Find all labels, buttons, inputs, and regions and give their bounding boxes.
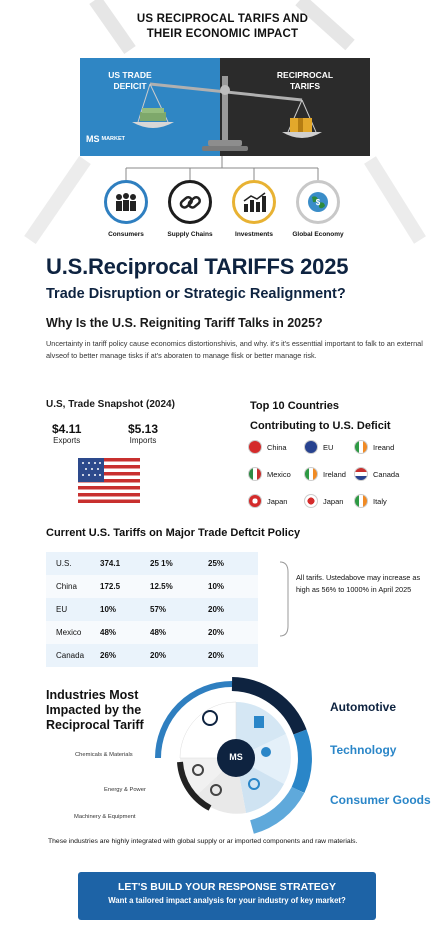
exports-stat: $4.11 Exports [52,422,81,445]
exports-label: Exports [53,436,81,445]
bolt-icon [210,784,222,796]
industries-wheel [155,677,312,834]
hero-background-shapes [24,0,426,244]
country-item: Mexico [248,467,291,481]
country-item: Ireland [304,467,346,481]
consumers-circle [104,180,148,224]
industry-technology: Technology [330,743,397,757]
hero-left-panel: US TRADE DEFICIT MS MARKET [80,58,220,156]
cta-button[interactable]: LET'S BUILD YOUR RESPONSE STRATEGY Want … [78,872,376,920]
market-logo: MS MARKET [86,134,126,144]
investments-circle [232,180,276,224]
country-item: Canada [354,467,399,481]
top10-title: Top 10 Countries Contributing to U.S. De… [250,400,391,432]
hero-right-panel: RECIPROCAL TARIFS [220,58,370,156]
industry-automotive: Automotive [330,700,396,714]
gear-icon [202,710,218,726]
main-heading: U.S.Reciprocal TARIFFS 2025 [46,254,349,279]
canada-flag-icon [248,494,262,508]
question-heading: Why Is the U.S. Reigniting Tariff Talks … [46,316,323,330]
global-economy-label: Global Economy [292,231,344,238]
us-flag-icon [78,458,140,503]
cta-subtitle: Want a tailored impact analysis for your… [108,896,346,905]
tariff-note: All tarifs. Ustedabove may increase as h… [296,573,421,594]
svg-text:$: $ [316,198,321,207]
italy-flag-icon [354,494,368,508]
chain-link-icon [179,196,201,209]
mexico-flag-icon [248,467,262,481]
netherlands-flag-icon [354,467,368,481]
supply-chains-circle [168,180,212,224]
chip-icon [261,747,271,757]
hero-banner: US TRADE DEFICIT MS MARKET RECIPROCAL TA… [80,58,370,156]
cta-title: LET'S BUILD YOUR RESPONSE STRATEGY [118,881,336,893]
imports-label: Imports [129,436,157,445]
snapshot-title: U.S, Trade Snapshot (2024) [46,399,175,410]
hero-title: US RECIPROCAL TARIFS AND THEIR ECONOMIC … [0,12,445,42]
intro-paragraph: Uncertainty in tariff policy cause econo… [46,339,423,360]
reciprocal-tariffs-label: RECIPROCAL TARIFS [276,70,334,91]
japan-flag-icon [304,494,318,508]
supply-chains-label: Supply Chains [167,231,213,238]
country-item: China [248,440,287,454]
country-item: Italy [354,494,387,508]
country-item: Japan [248,494,287,508]
table-row: EU 10% 57% 20% [46,598,258,621]
imports-stat: $5.13 Imports [128,422,158,445]
tariffs-table-title: Current U.S. Tariffs on Major Trade Deft… [46,527,301,539]
center-logo: MS [229,752,243,762]
industry-energy: Energy & Power [104,787,146,793]
country-item: EU [304,440,333,454]
table-row: Mexico 48% 48% 20% [46,621,258,644]
us-trade-deficit-label: US TRADE DEFICIT [108,70,152,91]
table-row: U.S. 374.1 25 1% 25% [46,552,258,575]
balance-scale-icon [132,76,322,151]
table-row: China 172.5 12.5% 10% [46,575,258,598]
hero-title-line2: THEIR ECONOMIC IMPACT [146,28,299,40]
ireland-flag-icon [354,440,368,454]
exports-value: $4.11 [52,422,82,436]
global-economy-circle: $ [296,180,340,224]
industry-consumer-goods: Consumer Goods [330,793,431,807]
country-item: Ireand [354,440,394,454]
shopping-icon [248,778,260,790]
impact-categories: Consumers Supply Chains Investments $ Gl… [102,180,344,240]
sub-heading: Trade Disruption or Strategic Realignmen… [46,286,346,302]
tariffs-table: U.S. 374.1 25 1% 25% China 172.5 12.5% 10% EU 1… [46,552,258,667]
bar-chart-icon [243,192,266,212]
people-icon [116,193,136,211]
industries-footnote: These industries are highly integrated w… [48,838,358,845]
table-row: Canada 26% 20% 20% [46,644,258,667]
logo-mark-icon: MS [86,134,100,144]
hero-title-line1: US RECIPROCAL TARIFS AND [136,13,309,25]
category-connectors [125,156,319,180]
ireland-flag-icon [304,467,318,481]
globe-icon: $ [308,192,328,212]
flask-icon [192,764,204,776]
industry-machinery: Machinery & Equipment [74,814,136,820]
investments-label: Investments [235,231,273,238]
eu-flag-icon [304,440,318,454]
consumers-label: Consumers [108,231,144,238]
industries-title: Industries Most Impacted by the Reciproc… [46,688,144,732]
industry-chemicals: Chemicals & Materials [75,752,133,758]
china-flag-icon [248,440,262,454]
country-item: Japan [304,494,343,508]
imports-value: $5.13 [128,422,159,436]
note-bracket [279,561,289,637]
factory-icon [254,716,264,728]
